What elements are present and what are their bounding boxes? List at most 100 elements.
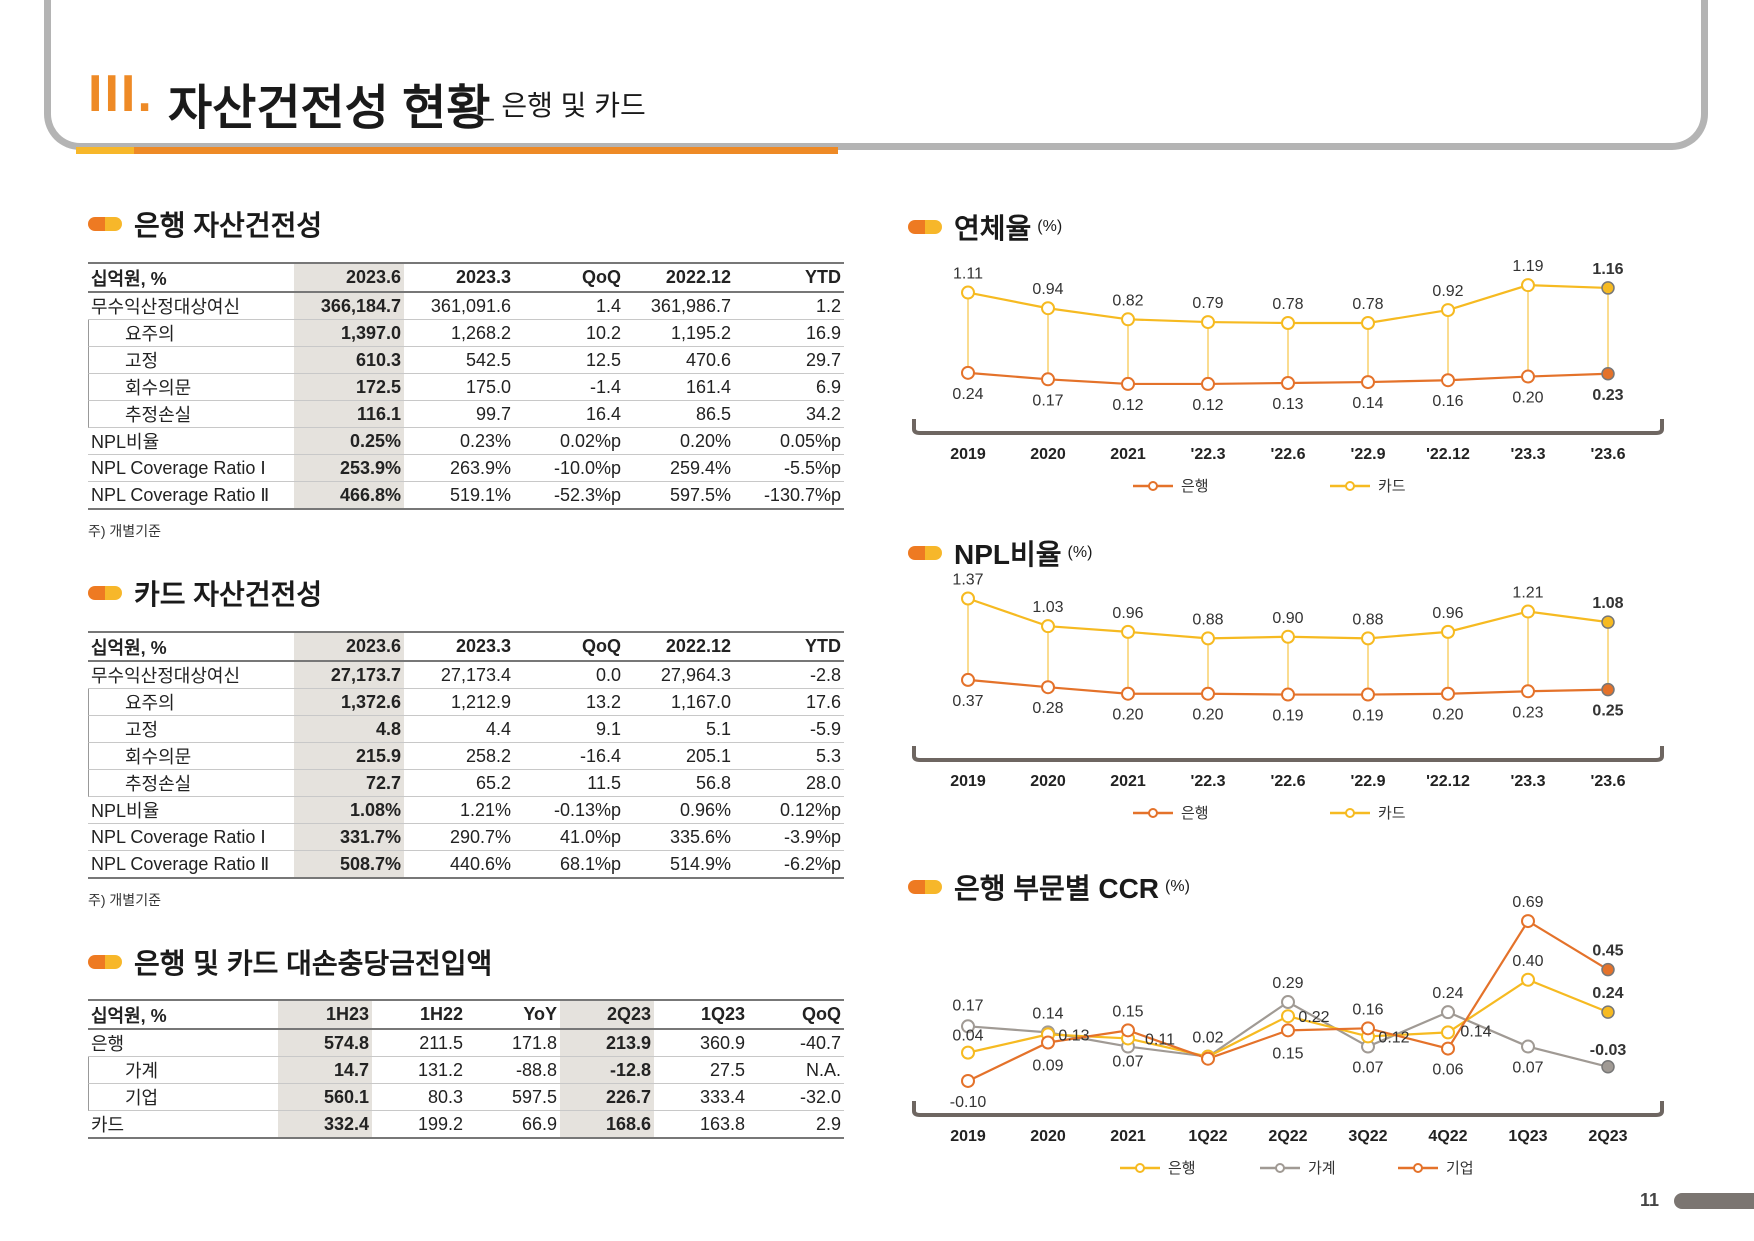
table-cell: 1,195.2 xyxy=(624,320,734,347)
data-label: 0.11 xyxy=(1145,1031,1175,1048)
data-label: 0.96 xyxy=(1432,605,1463,622)
table-cell: 172.5 xyxy=(294,374,404,401)
table-cell: 56.8 xyxy=(624,770,734,797)
table-row: 카드 332.4 199.2 66.9 168.6 163.8 2.9 xyxy=(88,1111,844,1139)
x-tick-label: '22.3 xyxy=(1191,446,1226,463)
table-cell: 1,397.0 xyxy=(294,320,404,347)
data-label: 0.15 xyxy=(1272,1045,1303,1062)
legend-label: 은행 xyxy=(1168,1160,1196,1177)
data-point xyxy=(1441,1005,1455,1020)
data-point xyxy=(1121,686,1135,701)
column-header: 2023.6 xyxy=(294,262,404,293)
data-label: 0.20 xyxy=(1432,707,1463,724)
data-label: 1.37 xyxy=(952,572,983,589)
data-label: 0.04 xyxy=(952,1028,983,1045)
table-row: 고정 4.8 4.4 9.1 5.1 -5.9 xyxy=(88,716,844,743)
data-point xyxy=(1601,615,1615,629)
table-cell: 0.96% xyxy=(624,797,734,824)
data-label: -0.10 xyxy=(950,1094,987,1111)
table-cell: 72.7 xyxy=(294,770,404,797)
table-cell: 542.5 xyxy=(404,347,514,374)
x-tick-label: '23.6 xyxy=(1591,446,1626,463)
legend-marker xyxy=(1345,808,1355,818)
column-header: 십억원, % xyxy=(88,999,278,1030)
row-label: 추정손실 xyxy=(88,770,294,797)
data-label: 0.82 xyxy=(1112,292,1143,309)
data-label: 0.94 xyxy=(1032,281,1063,298)
table-cell: 1.08% xyxy=(294,797,404,824)
data-label: 0.90 xyxy=(1272,610,1303,627)
ccr-chart-title: 은행 부문별 CCR xyxy=(954,873,1160,904)
data-point xyxy=(1201,315,1215,330)
data-point xyxy=(1041,372,1055,387)
table-cell: 0.23% xyxy=(404,428,514,455)
row-label: 카드 xyxy=(88,1111,278,1139)
x-tick-label: '22.12 xyxy=(1426,446,1470,463)
table-cell: 0.05%p xyxy=(734,428,844,455)
table-cell: 332.4 xyxy=(278,1111,372,1139)
ccr-by-segment-chart: 0.17 0.14 0.07 0.29 0.07 0.24 0.07 -0.03 0.04 0.1… xyxy=(912,894,1664,1177)
x-tick-label: 2Q22 xyxy=(1268,1128,1307,1145)
legend-label: 은행 xyxy=(1181,805,1209,822)
data-point xyxy=(1521,972,1535,987)
table-header-row: 십억원, % 2023.6 2023.3 QoQ 2022.12 YTD xyxy=(88,262,844,293)
x-tick-label: '22.3 xyxy=(1191,773,1226,790)
table-cell: 215.9 xyxy=(294,743,404,770)
table-cell: -52.3%p xyxy=(514,482,624,510)
data-label: 0.16 xyxy=(1432,393,1463,410)
row-label: 고정 xyxy=(88,347,294,374)
table-cell: -130.7%p xyxy=(734,482,844,510)
data-label: 0.24 xyxy=(1432,985,1463,1002)
column-header: 1Q23 xyxy=(654,999,748,1030)
data-point xyxy=(961,365,975,380)
legend-marker xyxy=(1148,808,1158,818)
data-label: 0.06 xyxy=(1432,1062,1463,1079)
data-point xyxy=(961,1019,975,1034)
table-cell: 0.02%p xyxy=(514,428,624,455)
column-header: 2022.12 xyxy=(624,631,734,662)
row-label: 무수익산정대상여신 xyxy=(88,293,294,320)
data-label: 0.14 xyxy=(1460,1023,1491,1040)
data-point xyxy=(961,285,975,300)
table-cell: -0.13%p xyxy=(514,797,624,824)
npl-ratio-chart: 0.37 0.28 0.20 0.20 0.19 0.19 0.20 0.23 0.25 1.37… xyxy=(912,572,1664,822)
legend-marker xyxy=(1148,481,1158,491)
data-point xyxy=(1041,1035,1055,1050)
data-point xyxy=(1281,376,1295,390)
x-tick-label: 2019 xyxy=(950,773,986,790)
column-header: YTD xyxy=(734,262,844,293)
table-cell: 205.1 xyxy=(624,743,734,770)
page-title: 자산건전성 현황 xyxy=(168,82,491,135)
table-cell: 440.6% xyxy=(404,851,514,879)
table-cell: 366,184.7 xyxy=(294,293,404,320)
table-cell: 259.4% xyxy=(624,455,734,482)
data-label: 0.07 xyxy=(1512,1060,1543,1077)
data-point xyxy=(1121,1023,1135,1038)
table-row: NPL Coverage Ratio Ⅱ 508.7% 440.6% 68.1%p 51… xyxy=(88,851,844,879)
table-cell: 27,964.3 xyxy=(624,662,734,689)
x-axis-bracket xyxy=(912,1101,1664,1117)
row-label: NPL Coverage Ratio Ⅰ xyxy=(88,824,294,851)
data-label: 0.69 xyxy=(1512,894,1543,911)
data-point xyxy=(1521,604,1535,619)
provision-section-heading: 은행 및 카드 대손충당금전입액 xyxy=(88,942,492,982)
column-header: QoQ xyxy=(514,631,624,662)
table-cell: 253.9% xyxy=(294,455,404,482)
page-number: 11 xyxy=(1640,1190,1660,1210)
row-label: NPL Coverage Ratio Ⅰ xyxy=(88,455,294,482)
table-row: NPL Coverage Ratio Ⅰ 331.7% 290.7% 41.0%p 33… xyxy=(88,824,844,851)
table-cell: -1.4 xyxy=(514,374,624,401)
table-cell: 263.9% xyxy=(404,455,514,482)
table-cell: 27.5 xyxy=(654,1057,748,1084)
data-label: 0.12 xyxy=(1192,397,1223,414)
delinquency-chart-unit: (%) xyxy=(1037,218,1063,235)
table-cell: 574.8 xyxy=(278,1030,372,1057)
data-label: 0.13 xyxy=(1272,396,1303,413)
data-point xyxy=(1041,301,1055,316)
table-cell: 360.9 xyxy=(654,1030,748,1057)
table-cell: 131.2 xyxy=(372,1057,466,1084)
table-cell: 161.4 xyxy=(624,374,734,401)
x-tick-label: 2020 xyxy=(1030,446,1066,463)
table-cell: 13.2 xyxy=(514,689,624,716)
table-cell: 0.0 xyxy=(514,662,624,689)
